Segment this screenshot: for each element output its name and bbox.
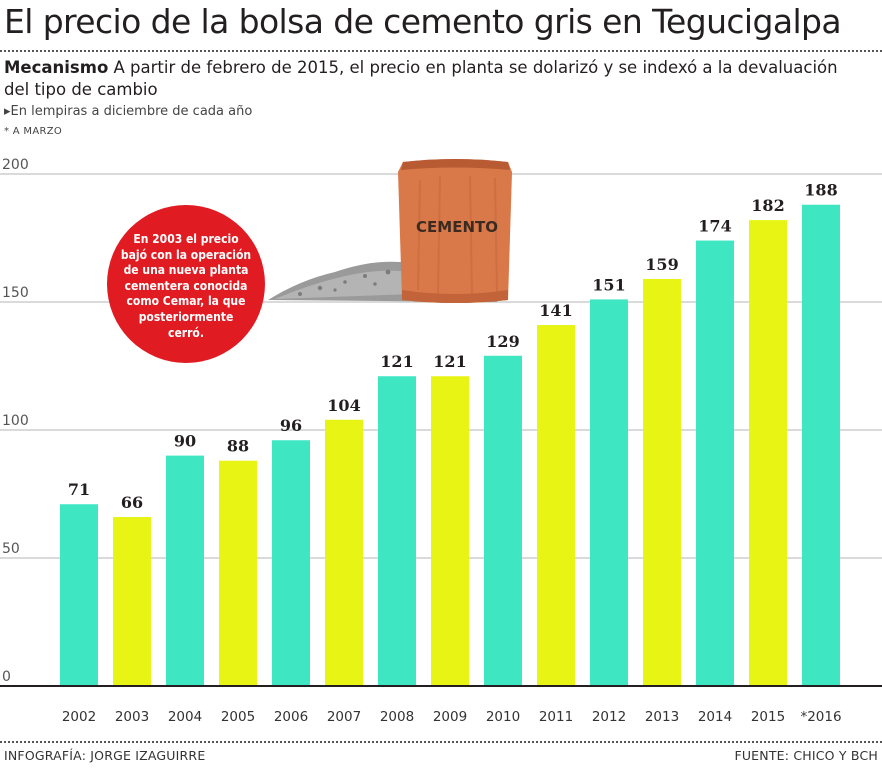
x-tick-label: *2016 xyxy=(800,709,841,725)
bar-value-label: 141 xyxy=(539,301,572,320)
callout-circle: En 2003 el precio bajó con la operación … xyxy=(107,205,265,363)
x-tick-label: 2003 xyxy=(115,709,149,725)
bar-value-label: 174 xyxy=(698,217,731,236)
credit-infografia: INFOGRAFÍA: JORGE IZAGUIRRE xyxy=(4,748,206,763)
x-tick-label: 2011 xyxy=(539,709,573,725)
bar-value-label: 104 xyxy=(327,396,360,415)
subtitle-lead: Mecanismo xyxy=(4,58,109,77)
bar-value-labels: 71 66 90 88 96 104 121 121 129 141 151 159 174 182 188 xyxy=(68,181,838,512)
x-tick-label: 2007 xyxy=(327,709,361,725)
bar-value-label: 159 xyxy=(645,255,678,274)
x-axis-ticks: 2002 2003 2004 2005 2006 2007 2008 2009 2010 2011… xyxy=(62,709,842,725)
y-axis-ticks: 0 50 100 150 200 xyxy=(2,157,29,685)
y-tick-label: 0 xyxy=(2,669,11,685)
x-tick-label: 2014 xyxy=(698,709,732,725)
x-tick-label: 2009 xyxy=(433,709,467,725)
bar xyxy=(325,419,363,686)
y-tick-label: 50 xyxy=(2,541,20,557)
bar-value-label: 88 xyxy=(227,437,249,456)
bar-value-label: 129 xyxy=(486,332,519,351)
page-title: El precio de la bolsa de cemento gris en… xyxy=(4,2,842,41)
footnote: * A MARZO xyxy=(4,126,63,137)
bar-value-label: 71 xyxy=(68,480,90,499)
x-tick-label: 2013 xyxy=(645,709,679,725)
bar xyxy=(484,355,522,686)
x-tick-label: 2002 xyxy=(62,709,96,725)
x-tick-label: 2008 xyxy=(380,709,414,725)
x-tick-label: 2004 xyxy=(168,709,202,725)
subtitle-text: A partir de febrero de 2015, el precio e… xyxy=(4,58,838,99)
bar-value-label: 96 xyxy=(280,416,302,435)
bar xyxy=(166,455,204,686)
x-tick-label: 2015 xyxy=(751,709,785,725)
cement-bag-illustration: CEMENTO xyxy=(268,159,512,303)
x-tick-label: 2006 xyxy=(274,709,308,725)
bar xyxy=(431,376,469,686)
bar-value-label: 188 xyxy=(804,181,837,200)
callout-text: En 2003 el precio bajó con la operación … xyxy=(120,232,252,340)
bar xyxy=(696,240,734,686)
x-tick-label: 2005 xyxy=(221,709,255,725)
bar-value-label: 66 xyxy=(121,493,143,512)
bar xyxy=(590,299,628,686)
bar-value-label: 121 xyxy=(380,352,413,371)
y-tick-label: 150 xyxy=(2,285,29,301)
x-tick-label: 2010 xyxy=(486,709,520,725)
y-tick-label: 200 xyxy=(2,157,29,173)
bar-value-label: 121 xyxy=(433,352,466,371)
bar xyxy=(802,204,840,686)
bar xyxy=(643,278,681,686)
y-tick-label: 100 xyxy=(2,413,29,429)
bar-value-label: 182 xyxy=(751,196,784,215)
x-tick-label: 2012 xyxy=(592,709,626,725)
bars xyxy=(60,204,840,686)
bar xyxy=(113,517,151,686)
bar xyxy=(219,460,257,686)
bar xyxy=(378,376,416,686)
title-divider xyxy=(0,50,882,52)
bar xyxy=(537,325,575,686)
bar-chart: CEMENTO 71 66 90 88 96 104 121 121 129 141 151 159 1… xyxy=(0,157,882,725)
bar xyxy=(60,504,98,686)
bar-value-label: 90 xyxy=(174,432,196,451)
bar xyxy=(749,220,787,686)
subtitle: Mecanismo A partir de febrero de 2015, e… xyxy=(4,57,864,101)
unit-note: ▸En lempiras a diciembre de cada año xyxy=(4,104,253,119)
bag-label: CEMENTO xyxy=(416,218,498,236)
footer-divider xyxy=(0,741,882,743)
bar xyxy=(272,440,310,686)
credit-source: FUENTE: CHICO Y BCH xyxy=(734,748,878,763)
bar-value-label: 151 xyxy=(592,275,625,294)
